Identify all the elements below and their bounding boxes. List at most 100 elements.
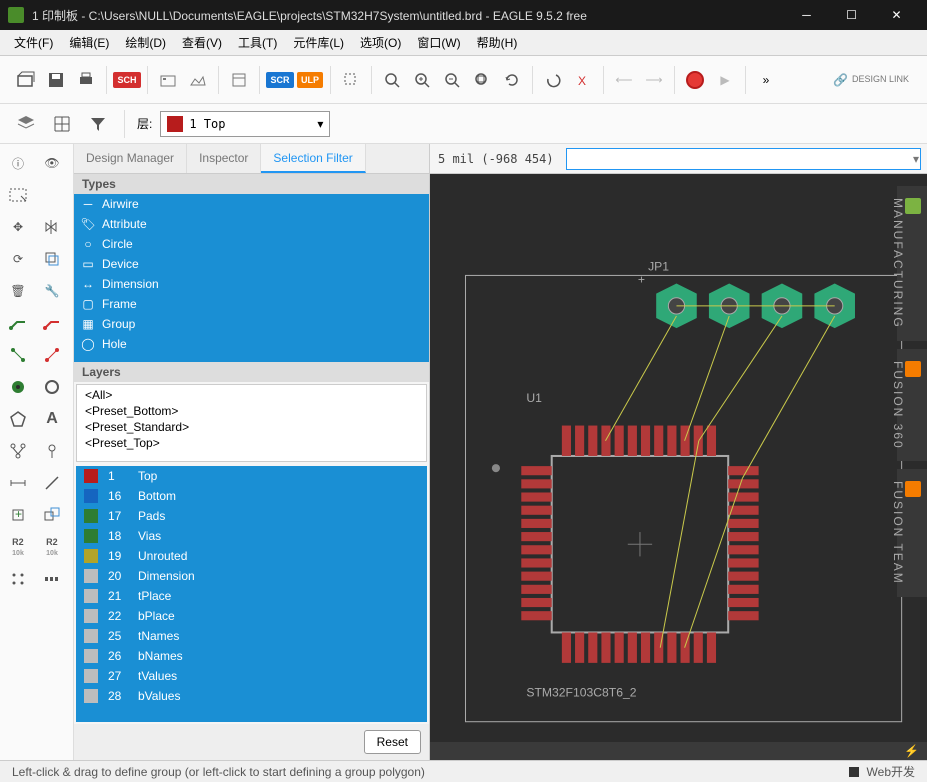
select-icon[interactable] <box>337 66 365 94</box>
command-input[interactable] <box>566 148 921 170</box>
lib-icon[interactable] <box>225 66 253 94</box>
via-icon[interactable] <box>2 372 34 402</box>
canvas-scrollbar[interactable]: ⚡ <box>430 742 927 760</box>
layer-16[interactable]: 16Bottom <box>76 486 427 506</box>
marquee-icon[interactable] <box>2 180 34 210</box>
branch-icon[interactable] <box>2 436 34 466</box>
r2-icon[interactable]: R210k <box>2 532 34 562</box>
net2-icon[interactable] <box>36 340 68 370</box>
more-icon[interactable]: » <box>752 66 780 94</box>
layer-22[interactable]: 22bPlace <box>76 606 427 626</box>
design-link-button[interactable]: 🔗 DESIGN LINK <box>827 66 915 94</box>
menu-library[interactable]: 元件库(L) <box>287 30 350 55</box>
menu-view[interactable]: 查看(V) <box>176 30 228 55</box>
tab-inspector[interactable]: Inspector <box>187 144 261 173</box>
maximize-button[interactable]: ☐ <box>829 0 874 30</box>
copy-icon[interactable] <box>36 244 68 274</box>
info-icon[interactable]: ⓘ <box>2 148 34 178</box>
layers-icon[interactable] <box>12 110 40 138</box>
sch-button[interactable]: SCH <box>113 66 141 94</box>
layer-select[interactable]: 1 Top ▾ <box>160 111 330 137</box>
layer-1[interactable]: 1Top <box>76 466 427 486</box>
layer-numbers-list[interactable]: 1Top16Bottom17Pads18Vias19Unrouted20Dime… <box>76 466 427 722</box>
menu-draw[interactable]: 绘制(D) <box>119 30 172 55</box>
print-icon[interactable] <box>72 66 100 94</box>
net-icon[interactable] <box>2 340 34 370</box>
hole-tool-icon[interactable] <box>36 372 68 402</box>
type-group[interactable]: ▦Group <box>74 314 429 334</box>
types-list[interactable]: ─Airwire🏷Attribute○Circle▭Device↔Dimensi… <box>74 194 429 362</box>
zoom-fit-icon[interactable] <box>378 66 406 94</box>
tab-design-manager[interactable]: Design Manager <box>74 144 187 173</box>
menu-window[interactable]: 窗口(W) <box>411 30 466 55</box>
zoom-redraw-icon[interactable] <box>498 66 526 94</box>
back-icon[interactable]: ⟵ <box>610 66 638 94</box>
preset-item[interactable]: <All> <box>85 387 418 403</box>
cam-icon[interactable] <box>154 66 182 94</box>
go-icon[interactable]: ▶ <box>711 66 739 94</box>
cmd-dropdown-icon[interactable]: ▾ <box>913 152 919 166</box>
layer-25[interactable]: 25tNames <box>76 626 427 646</box>
preset-item[interactable]: <Preset_Top> <box>85 435 418 451</box>
zoom-window-icon[interactable] <box>468 66 496 94</box>
menu-file[interactable]: 文件(F) <box>8 30 59 55</box>
dimension-icon[interactable] <box>2 468 34 498</box>
presets-list[interactable]: <All><Preset_Bottom><Preset_Standard><Pr… <box>76 384 427 462</box>
zoom-out-icon[interactable] <box>438 66 466 94</box>
layer-18[interactable]: 18Vias <box>76 526 427 546</box>
forward-icon[interactable]: ⟶ <box>640 66 668 94</box>
scr-button[interactable]: SCR <box>266 66 294 94</box>
delete-icon[interactable]: 🗑 <box>2 276 34 306</box>
add-icon[interactable]: + <box>2 500 34 530</box>
sidetab-fusionteam[interactable]: FUSION TEAM <box>897 469 927 597</box>
wrench-icon[interactable]: 🔧 <box>36 276 68 306</box>
type-attribute[interactable]: 🏷Attribute <box>74 214 429 234</box>
mirror-icon[interactable] <box>36 212 68 242</box>
move-icon[interactable]: ✥ <box>2 212 34 242</box>
undo-icon[interactable] <box>539 66 567 94</box>
minimize-button[interactable]: ─ <box>784 0 829 30</box>
type-dimension[interactable]: ↔Dimension <box>74 274 429 294</box>
distribute-icon[interactable] <box>36 564 68 594</box>
xref-icon[interactable]: X <box>569 66 597 94</box>
replace-icon[interactable] <box>36 500 68 530</box>
eye-icon[interactable]: 👁 <box>36 148 68 178</box>
zoom-in-icon[interactable] <box>408 66 436 94</box>
stop-icon[interactable] <box>681 66 709 94</box>
close-button[interactable]: ✕ <box>874 0 919 30</box>
layer-26[interactable]: 26bNames <box>76 646 427 666</box>
save-icon[interactable] <box>42 66 70 94</box>
grid-icon[interactable] <box>48 110 76 138</box>
layer-21[interactable]: 21tPlace <box>76 586 427 606</box>
type-device[interactable]: ▭Device <box>74 254 429 274</box>
layer-17[interactable]: 17Pads <box>76 506 427 526</box>
mfg-icon[interactable] <box>184 66 212 94</box>
ripup-icon[interactable] <box>36 308 68 338</box>
pcb-canvas[interactable]: JP1 + U1 <box>430 174 927 742</box>
align-icon[interactable] <box>2 564 34 594</box>
menu-edit[interactable]: 编辑(E) <box>63 30 115 55</box>
sidetab-fusion360[interactable]: FUSION 360 <box>897 349 927 462</box>
layer-20[interactable]: 20Dimension <box>76 566 427 586</box>
r2v-icon[interactable]: R210k <box>36 532 68 562</box>
text-icon[interactable]: A <box>36 404 68 434</box>
filter-icon[interactable] <box>84 110 112 138</box>
type-circle[interactable]: ○Circle <box>74 234 429 254</box>
sidetab-manufacturing[interactable]: MANUFACTURING <box>897 186 927 341</box>
menu-tools[interactable]: 工具(T) <box>232 30 283 55</box>
type-airwire[interactable]: ─Airwire <box>74 194 429 214</box>
menu-help[interactable]: 帮助(H) <box>471 30 524 55</box>
layer-28[interactable]: 28bValues <box>76 686 427 706</box>
type-hole[interactable]: ◯Hole <box>74 334 429 354</box>
rotate-icon[interactable]: ⟳ <box>2 244 34 274</box>
tab-selection-filter[interactable]: Selection Filter <box>261 144 365 173</box>
open-icon[interactable] <box>12 66 40 94</box>
reset-button[interactable]: Reset <box>364 730 421 754</box>
polygon-icon[interactable] <box>2 404 34 434</box>
route-icon[interactable] <box>2 308 34 338</box>
menu-options[interactable]: 选项(O) <box>354 30 407 55</box>
preset-item[interactable]: <Preset_Bottom> <box>85 403 418 419</box>
layer-19[interactable]: 19Unrouted <box>76 546 427 566</box>
preset-item[interactable]: <Preset_Standard> <box>85 419 418 435</box>
type-frame[interactable]: ▢Frame <box>74 294 429 314</box>
